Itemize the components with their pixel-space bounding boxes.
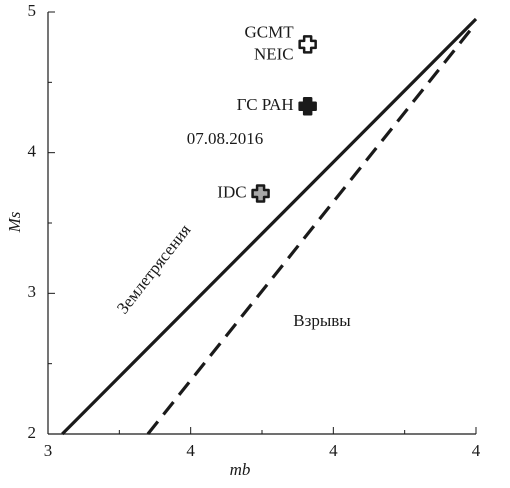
y-tick-label: 4: [28, 142, 37, 161]
solid-line: [61, 17, 478, 436]
dashed-line: [146, 29, 472, 435]
x-tick-label: 4: [186, 441, 195, 460]
point-marker: [298, 35, 317, 54]
point-label: GCMT: [245, 22, 295, 41]
point-marker: [298, 96, 317, 116]
annotation: 07.08.2016: [187, 129, 264, 148]
point-label: IDC: [217, 182, 246, 201]
annotation: Землетрясения: [113, 220, 195, 317]
point-label: ГС РАН: [237, 95, 294, 114]
y-axis-label: Ms: [5, 211, 24, 233]
x-axis-label: mb: [230, 460, 251, 479]
annotation: Взрывы: [293, 311, 351, 330]
x-tick-label: 3: [44, 441, 53, 460]
point-marker: [251, 184, 270, 203]
x-tick-label: 4: [472, 441, 481, 460]
y-tick-label: 2: [28, 423, 37, 442]
x-tick-label: 4: [329, 441, 338, 460]
y-tick-label: 3: [28, 282, 37, 301]
point-label: NEIC: [254, 44, 294, 63]
y-tick-label: 5: [28, 1, 37, 20]
